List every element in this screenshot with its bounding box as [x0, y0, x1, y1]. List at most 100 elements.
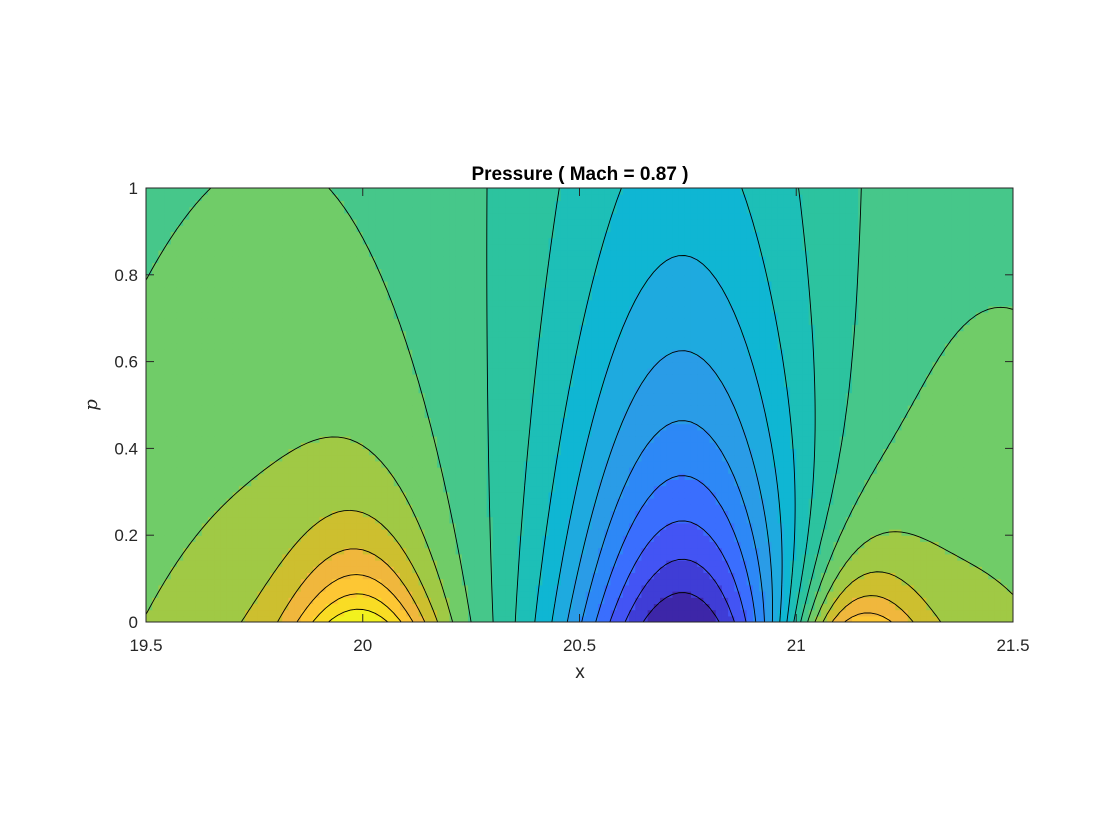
contour-cell — [802, 411, 810, 418]
contour-cell — [393, 615, 401, 622]
contour-cell — [313, 535, 320, 542]
contour-cell — [245, 436, 252, 443]
contour-cell — [189, 473, 197, 480]
contour-cell — [876, 541, 884, 549]
contour-cell — [257, 516, 265, 524]
contour-cell — [752, 529, 760, 536]
contour-cell — [585, 535, 593, 542]
contour-cell — [746, 485, 754, 493]
contour-cell — [337, 597, 345, 604]
contour-cell — [455, 467, 463, 474]
contour-cell — [660, 510, 667, 518]
contour-cell — [796, 609, 804, 617]
contour-cell — [474, 566, 482, 573]
contour-cell — [907, 498, 915, 505]
contour-cell — [957, 572, 965, 580]
contour-cell — [269, 547, 277, 555]
contour-cell — [412, 479, 420, 487]
contour-cell — [164, 603, 172, 611]
contour-cell — [362, 429, 370, 437]
contour-cell — [876, 516, 884, 524]
contour-cell — [474, 560, 482, 567]
contour-cell — [492, 578, 500, 586]
contour-cell — [616, 609, 624, 617]
contour-cell — [610, 429, 618, 437]
contour-cell — [988, 603, 996, 611]
contour-cell — [523, 510, 531, 518]
contour-cell — [845, 603, 853, 611]
contour-cell — [982, 479, 989, 487]
contour-cell — [907, 448, 915, 456]
contour-cell — [505, 578, 512, 586]
contour-cell — [814, 429, 822, 437]
contour-cell — [300, 467, 308, 474]
contour-cell — [387, 541, 395, 549]
contour-cell — [356, 436, 364, 443]
contour-cell — [616, 411, 624, 418]
contour-cell — [424, 609, 432, 617]
contour-cell — [932, 411, 940, 418]
contour-cell — [195, 522, 203, 530]
contour-cell — [424, 522, 432, 530]
contour-cell — [560, 417, 568, 425]
contour-cell — [697, 442, 704, 449]
contour-cell — [777, 615, 785, 622]
contour-cell — [579, 560, 587, 567]
contour-cell — [845, 460, 853, 468]
contour-cell — [350, 460, 358, 468]
contour-cell — [678, 572, 686, 580]
contour-cell — [158, 436, 166, 443]
contour-cell — [387, 473, 395, 480]
contour-cell — [579, 529, 587, 536]
contour-cell — [932, 405, 940, 412]
contour-cell — [932, 429, 940, 437]
contour-cell — [381, 553, 389, 561]
contour-cell — [585, 467, 593, 474]
contour-cell — [406, 541, 413, 549]
contour-cell — [889, 423, 896, 431]
contour-cell — [938, 547, 946, 555]
contour-cell — [511, 429, 519, 437]
contour-cell — [994, 429, 1002, 437]
contour-cell — [777, 473, 785, 480]
contour-cell — [653, 411, 661, 418]
contour-cell — [529, 473, 537, 480]
contour-cell — [406, 479, 413, 487]
contour-cell — [944, 405, 952, 412]
contour-cell — [982, 491, 989, 499]
contour-cell — [356, 467, 364, 474]
contour-cell — [913, 479, 921, 487]
contour-cell — [536, 411, 543, 418]
contour-cell — [486, 479, 494, 487]
contour-cell — [375, 529, 382, 536]
contour-cell — [350, 504, 358, 511]
contour-cell — [765, 603, 773, 611]
contour-cell — [474, 454, 482, 462]
contour-cell — [474, 423, 482, 431]
contour-cell — [183, 485, 190, 493]
contour-cell — [690, 398, 698, 406]
contour-cell — [406, 398, 413, 406]
contour-cell — [833, 529, 841, 536]
contour-cell — [313, 547, 320, 555]
contour-cell — [468, 603, 475, 611]
contour-cell — [610, 578, 618, 586]
contour-cell — [214, 423, 221, 431]
contour-cell — [189, 535, 197, 542]
contour-cell — [331, 423, 339, 431]
contour-cell — [994, 485, 1002, 493]
contour-cell — [622, 572, 630, 580]
contour-cell — [783, 609, 791, 617]
contour-cell — [455, 460, 463, 468]
contour-cell — [449, 516, 457, 524]
contour-cell — [814, 454, 822, 462]
contour-cell — [232, 597, 240, 604]
contour-cell — [715, 498, 723, 505]
contour-cell — [505, 429, 512, 437]
contour-cell — [164, 436, 172, 443]
contour-cell — [721, 448, 729, 456]
contour-cell — [362, 491, 370, 499]
contour-cell — [337, 448, 345, 456]
contour-cell — [220, 460, 228, 468]
contour-cell — [870, 454, 878, 462]
